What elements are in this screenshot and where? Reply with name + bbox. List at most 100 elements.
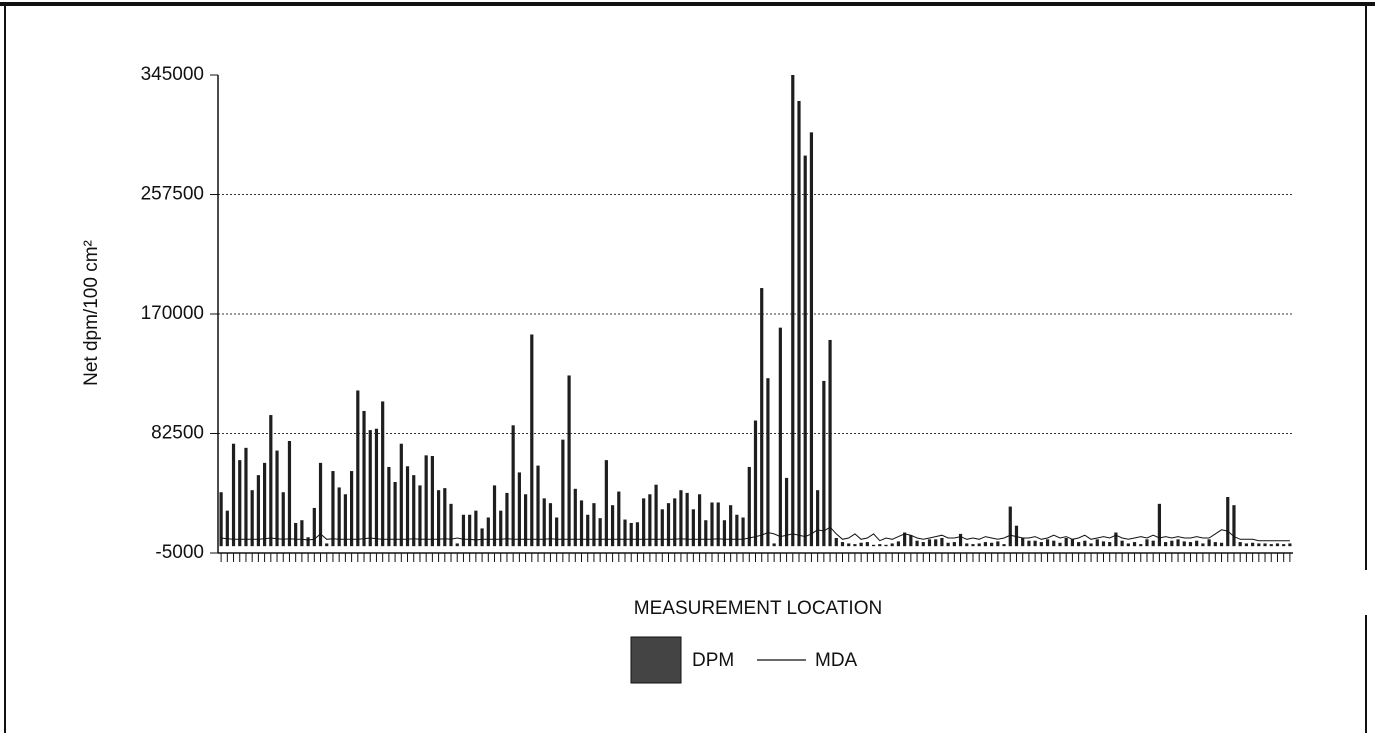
bar — [1064, 537, 1068, 547]
y-tick-label: 257500 — [141, 184, 204, 205]
bar — [1219, 542, 1224, 547]
bar — [1008, 506, 1012, 547]
bar — [1114, 532, 1118, 547]
bar — [778, 327, 782, 547]
bar — [312, 507, 316, 547]
bar — [1095, 539, 1099, 547]
bar — [971, 544, 975, 547]
bar — [579, 500, 584, 547]
bar — [1120, 540, 1124, 547]
bar — [697, 494, 702, 547]
bar — [840, 542, 845, 547]
bar — [436, 490, 441, 547]
bar — [1139, 544, 1143, 547]
bar — [337, 487, 341, 547]
bar — [1014, 525, 1019, 547]
bar — [374, 428, 379, 547]
bar — [629, 522, 633, 547]
bar — [561, 439, 565, 547]
bar — [461, 514, 466, 547]
bar — [418, 485, 422, 547]
bar — [1238, 542, 1242, 547]
bar — [393, 481, 397, 547]
legend-label: MDA — [815, 650, 858, 671]
bar — [424, 455, 428, 547]
bar — [610, 505, 615, 547]
bar — [1083, 540, 1087, 547]
x-axis-label: MEASUREMENT LOCATION — [634, 598, 882, 619]
bar — [231, 443, 236, 547]
bar — [548, 503, 553, 547]
bar — [300, 520, 304, 547]
bar — [884, 544, 888, 547]
bar — [1244, 543, 1248, 547]
bar — [573, 488, 577, 547]
bar — [598, 518, 602, 547]
bar — [405, 466, 410, 547]
bar — [940, 537, 944, 547]
bar — [927, 539, 932, 547]
bar — [604, 460, 608, 547]
bar — [1188, 542, 1193, 547]
bar — [225, 510, 229, 547]
bar — [679, 490, 683, 547]
bar — [828, 339, 832, 547]
bar — [1077, 542, 1081, 547]
bar — [735, 514, 739, 547]
bar — [952, 542, 956, 547]
bar — [965, 543, 969, 547]
bar — [716, 502, 720, 547]
bar — [1232, 505, 1236, 547]
bar — [859, 542, 863, 547]
bar — [530, 334, 534, 547]
bar — [660, 509, 664, 547]
bar — [1257, 543, 1261, 547]
bar — [1251, 542, 1255, 547]
bar — [443, 488, 447, 547]
y-tick-label: 345000 — [141, 64, 204, 85]
bar — [511, 425, 515, 547]
bar — [760, 288, 764, 547]
bar — [387, 466, 391, 547]
bar — [691, 509, 695, 547]
bar — [381, 401, 385, 547]
bar — [1157, 503, 1162, 547]
bar — [238, 460, 242, 547]
bar — [1182, 541, 1186, 547]
bar — [710, 502, 714, 547]
bar — [853, 544, 857, 547]
bar — [797, 100, 801, 547]
bar — [741, 517, 745, 547]
bar — [1070, 539, 1075, 547]
bar — [349, 471, 354, 547]
bar — [915, 540, 919, 547]
bar — [1275, 543, 1280, 547]
bar — [934, 539, 938, 547]
mda-line — [221, 526, 1290, 542]
bar — [294, 522, 298, 547]
bar — [505, 492, 509, 547]
bar — [281, 492, 285, 547]
bar — [263, 462, 267, 547]
bar — [990, 542, 994, 547]
y-tick-label: 82500 — [151, 423, 204, 444]
bar — [1207, 539, 1211, 547]
bar — [654, 484, 658, 547]
bar — [890, 543, 894, 547]
y-axis-label: Net dpm/100 cm² — [81, 240, 102, 386]
bar — [648, 494, 652, 547]
bar — [1269, 544, 1273, 547]
bar — [362, 410, 366, 547]
legend-swatch — [630, 636, 682, 684]
bar — [753, 420, 758, 547]
bar — [704, 520, 708, 547]
bar — [666, 503, 671, 547]
bar — [1045, 539, 1050, 547]
bar — [635, 522, 640, 547]
bar — [1033, 540, 1037, 547]
bar — [368, 430, 372, 547]
bar — [567, 375, 571, 547]
bar — [1027, 540, 1031, 547]
bar — [685, 492, 689, 547]
